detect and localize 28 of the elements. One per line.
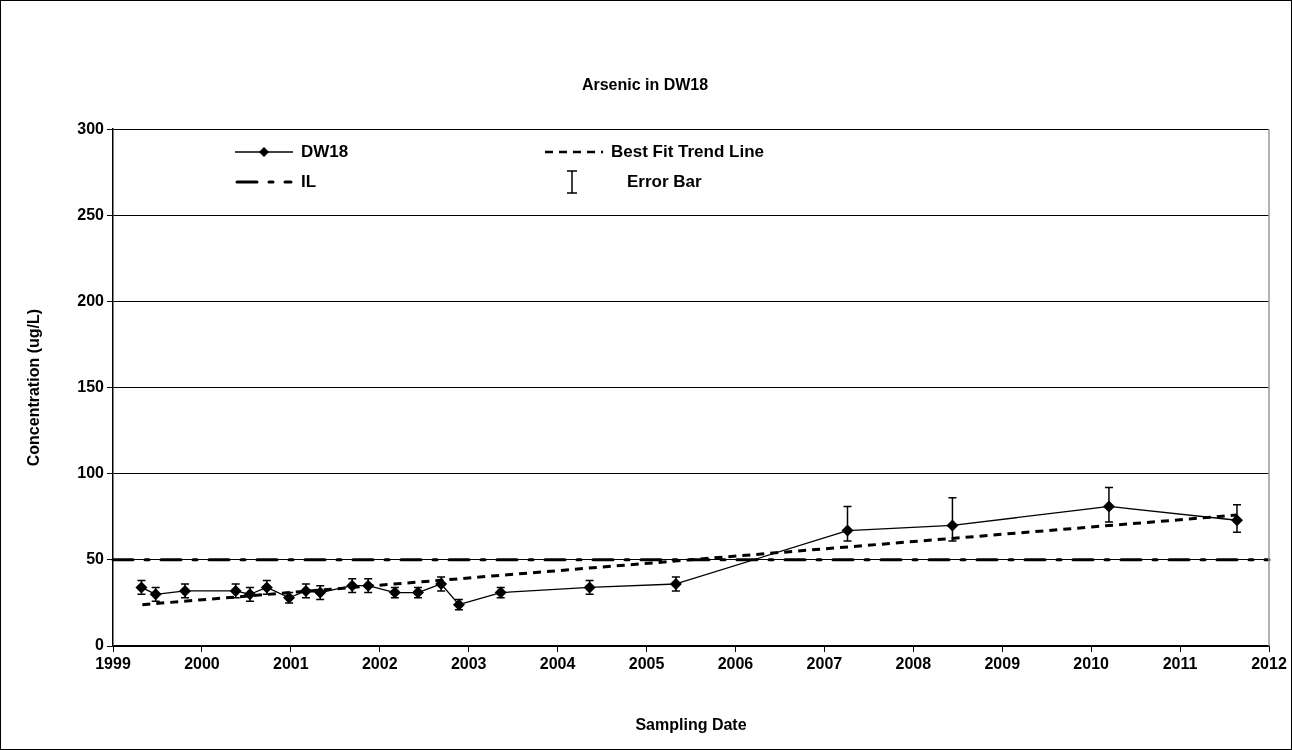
y-axis-title: Concentration (ug/L) [25, 308, 43, 467]
x-tick-label: 2010 [1073, 655, 1110, 673]
annotation: Error Bar [627, 172, 702, 192]
x-tick-label: 2004 [539, 655, 576, 673]
y-tick-label: 100 [77, 464, 105, 482]
x-tick-label: 2003 [450, 655, 487, 673]
x-tick-label: 2011 [1162, 655, 1198, 673]
x-tick-label: 1999 [95, 655, 131, 673]
x-tick-label: 2009 [984, 655, 1021, 673]
legend-label: IL [301, 172, 317, 192]
chart-title: Arsenic in DW18 [581, 76, 709, 94]
y-tick-label: 50 [86, 550, 105, 568]
y-tick-label: 200 [77, 291, 105, 309]
x-tick-label: 2007 [806, 655, 843, 673]
x-tick-label: 2012 [1251, 655, 1287, 673]
x-tick-label: 2006 [717, 655, 754, 673]
x-tick-label: 2000 [184, 655, 220, 673]
x-tick-label: 2008 [895, 655, 932, 673]
y-tick-label: 150 [77, 378, 105, 396]
legend-label: DW18 [301, 142, 349, 162]
x-tick-label: 2002 [361, 655, 398, 673]
x-axis-title: Sampling Date [635, 715, 747, 733]
y-tick-label: 250 [77, 205, 105, 223]
y-tick-label: 0 [95, 636, 105, 654]
x-tick-label: 2005 [628, 655, 665, 673]
y-tick-label: 300 [77, 119, 105, 137]
x-tick-label: 2001 [273, 655, 309, 673]
legend-label: Best Fit Trend Line [611, 142, 765, 162]
